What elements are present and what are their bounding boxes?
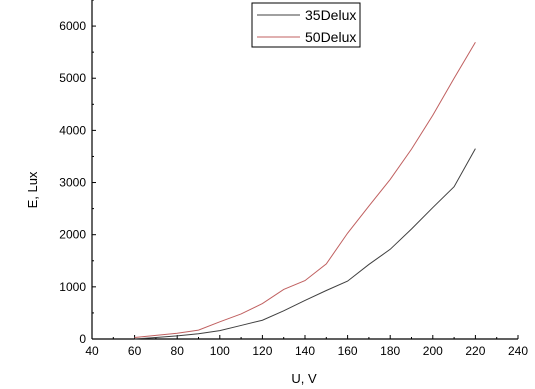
legend-label-50delux: 50Delux (305, 29, 356, 45)
x-tick-label: 100 (210, 344, 230, 358)
series-line-35delux (134, 148, 476, 340)
x-tick-label: 180 (380, 344, 400, 358)
x-axis-title: U, V (291, 371, 317, 386)
x-tick-label: 80 (171, 344, 185, 358)
tick-marks (91, 0, 519, 340)
y-tick-label: 2000 (59, 228, 86, 242)
y-tick-label: 5000 (59, 71, 86, 85)
x-tick-label: 240 (508, 344, 528, 358)
axes (91, 0, 518, 340)
x-tick-label: 120 (252, 344, 272, 358)
y-tick-label: 6000 (59, 19, 86, 33)
y-tick-label: 4000 (59, 123, 86, 137)
y-axis-title: E, Lux (25, 171, 40, 208)
x-tick-label: 140 (295, 344, 315, 358)
y-tick-label: 0 (79, 332, 86, 346)
legend-box (251, 2, 361, 48)
series-lines (134, 41, 476, 340)
y-tick-label: 3000 (59, 176, 86, 190)
x-tick-label: 40 (85, 344, 99, 358)
y-tick-label: 1000 (59, 280, 86, 294)
legend: 35Delux 50Delux (251, 2, 361, 48)
x-tick-label: 160 (338, 344, 358, 358)
legend-label-35delux: 35Delux (305, 7, 356, 23)
tick-labels: 40 60 80 100 120 140 160 180 200 220 240 0 1000 2000 3… (59, 19, 528, 358)
x-tick-label: 220 (465, 344, 485, 358)
x-tick-label: 60 (128, 344, 142, 358)
series-line-50delux (134, 41, 476, 338)
x-tick-label: 200 (423, 344, 443, 358)
